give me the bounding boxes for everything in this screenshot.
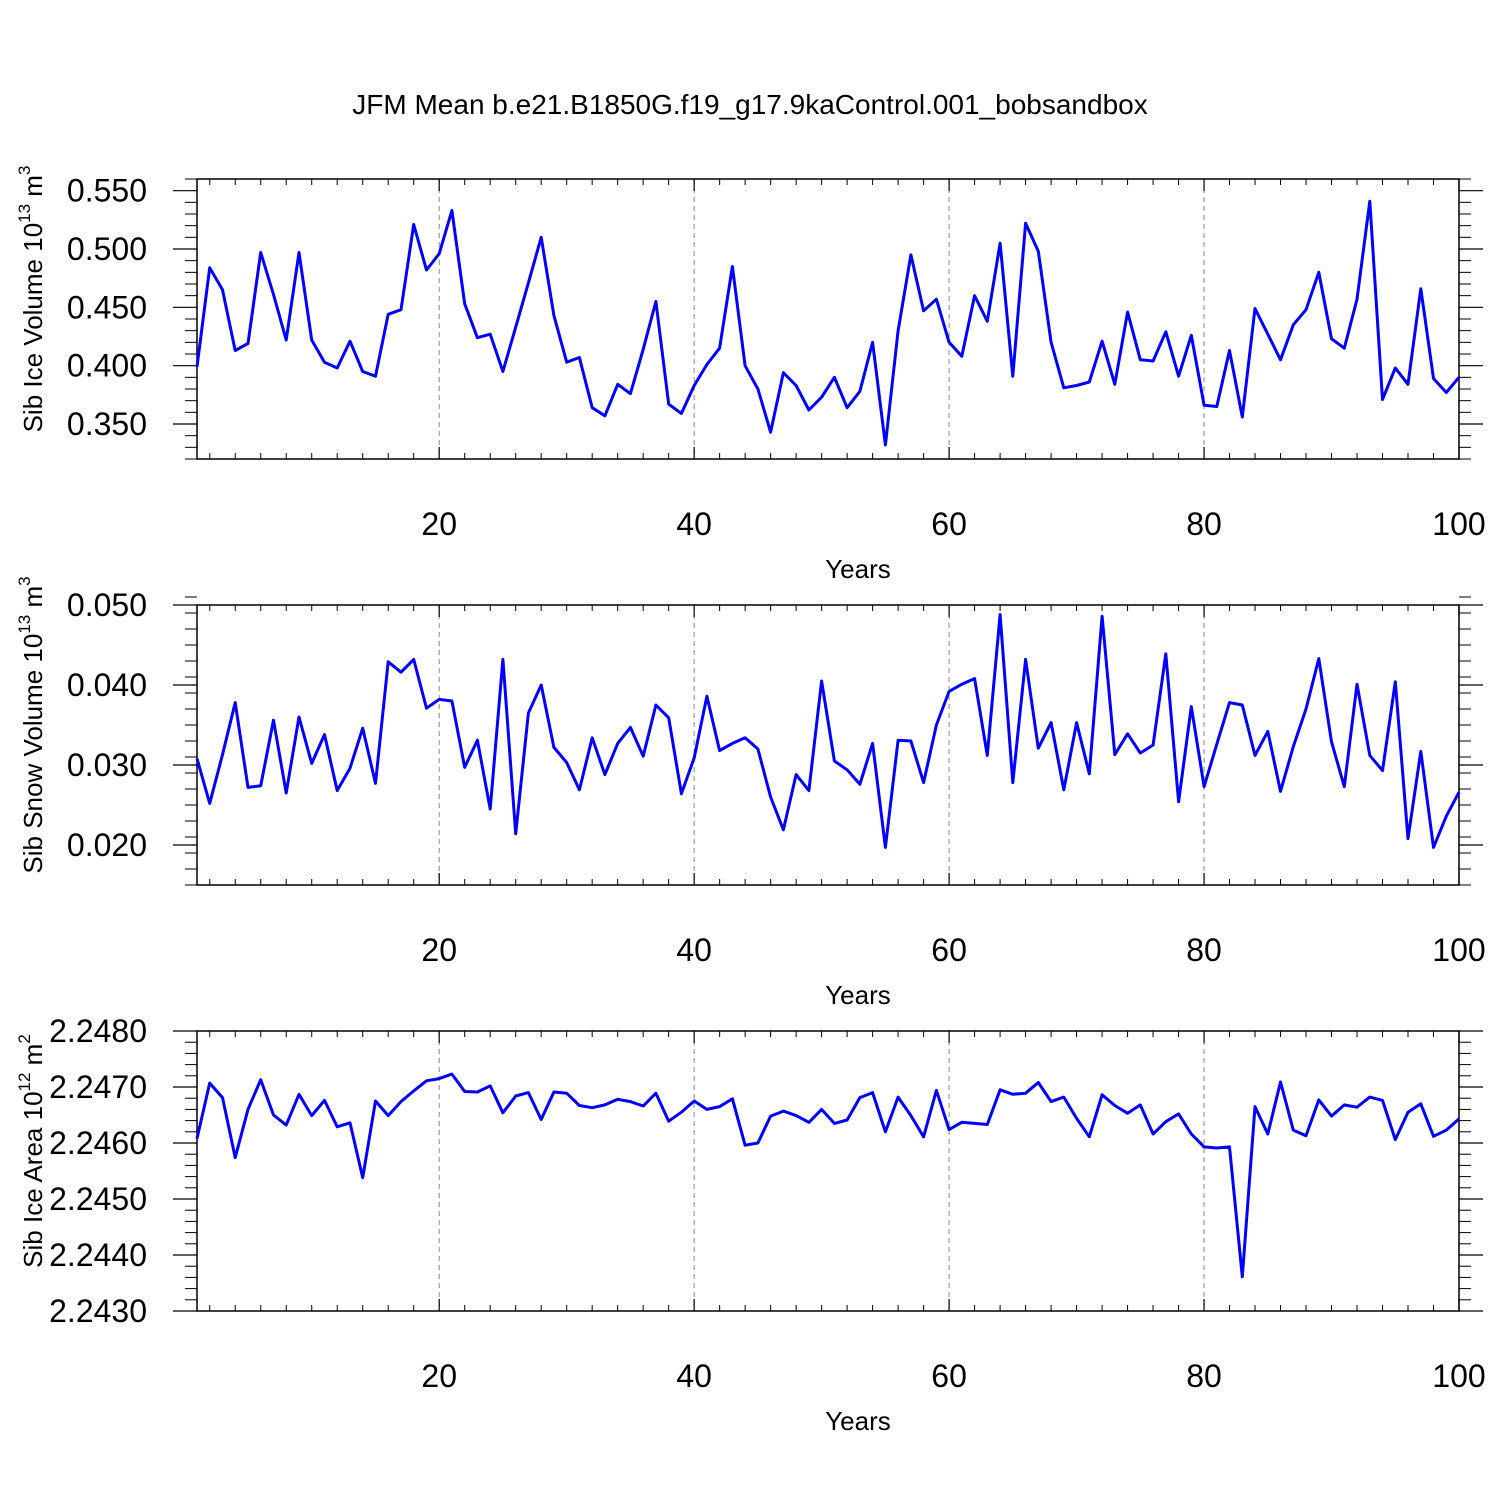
- x-tick-label: 40: [676, 932, 712, 968]
- x-tick-label: 80: [1186, 1358, 1222, 1394]
- y-axis-label-unit-exponent: 2: [15, 1034, 34, 1043]
- x-axis-label: Years: [825, 1406, 891, 1436]
- panel-snow-volume: 0.020 0.030 0.040 0.050 20 40 60 80 100 Years S…: [15, 576, 1486, 1010]
- y-axis-label: Sib Snow Volume 1013 m3: [15, 576, 48, 873]
- x-tick-label: 40: [676, 506, 712, 542]
- y-axis-label: Sib Ice Volume 1013 m3: [15, 166, 48, 433]
- snow-volume-line: [195, 613, 1461, 849]
- y-tick-label: 2.2460: [49, 1125, 147, 1161]
- y-axis-label-unit: m: [18, 175, 48, 204]
- y-tick-label: 2.2480: [49, 1013, 147, 1049]
- y-axis-label-text: Sib Ice Area 10: [18, 1091, 48, 1267]
- x-tick-label: 20: [421, 506, 457, 542]
- plot-frame: [196, 1030, 1460, 1312]
- x-tick-label: 60: [931, 1358, 967, 1394]
- y-axis-label-text: Sib Ice Volume 10: [18, 223, 48, 433]
- x-tick-label: 100: [1432, 1358, 1485, 1394]
- x-tick-label: 80: [1186, 506, 1222, 542]
- y-tick-label: 0.400: [67, 348, 147, 384]
- y-tick-label: 2.2470: [49, 1069, 147, 1105]
- x-tick-label: 20: [421, 932, 457, 968]
- x-tick-label: 40: [676, 1358, 712, 1394]
- x-tick-label: 100: [1432, 506, 1485, 542]
- y-tick-label: 0.050: [67, 587, 147, 623]
- x-axis-label: Years: [825, 980, 891, 1010]
- ice-area-line: [195, 1072, 1460, 1279]
- plot-frame: [196, 604, 1460, 886]
- panel-ice-volume: 0.350 0.400 0.450 0.500 0.550 20 40 60 80 100 Ye…: [15, 166, 1486, 584]
- x-tick-label: 80: [1186, 932, 1222, 968]
- y-axis-label-unit: m: [18, 586, 48, 615]
- y-tick-label: 2.2450: [49, 1181, 147, 1217]
- y-axis-label-text: Sib Snow Volume 10: [18, 634, 48, 874]
- x-tick-label: 60: [931, 506, 967, 542]
- ice-volume-line: [195, 199, 1461, 447]
- y-tick-label: 2.2430: [49, 1293, 147, 1329]
- y-axis-label-unit: m: [18, 1044, 48, 1073]
- y-axis-label-exponent: 13: [15, 615, 34, 634]
- y-tick-label: 0.350: [67, 406, 147, 442]
- x-tick-label: 100: [1432, 932, 1485, 968]
- x-axis-label: Years: [825, 554, 891, 584]
- x-tick-label: 60: [931, 932, 967, 968]
- plot-frame: [196, 178, 1460, 460]
- y-tick-label: 2.2440: [49, 1237, 147, 1273]
- y-tick-label: 0.040: [67, 667, 147, 703]
- y-tick-label: 0.550: [67, 173, 147, 209]
- figure-title: JFM Mean b.e21.B1850G.f19_g17.9kaControl…: [352, 89, 1147, 120]
- y-axis-label-unit-exponent: 3: [15, 166, 34, 175]
- y-axis-label-unit-exponent: 3: [15, 576, 34, 585]
- y-tick-label: 0.030: [67, 747, 147, 783]
- panel-ice-area: 2.2430 2.2440 2.2450 2.2460 2.2470 2.2480 20 4…: [15, 1013, 1486, 1436]
- x-tick-label: 20: [421, 1358, 457, 1394]
- y-axis-label: Sib Ice Area 1012 m2: [15, 1034, 48, 1268]
- y-tick-label: 0.450: [67, 289, 147, 325]
- y-tick-label: 0.500: [67, 231, 147, 267]
- y-axis-label-exponent: 12: [15, 1073, 34, 1092]
- y-tick-label: 0.020: [67, 827, 147, 863]
- y-axis-label-exponent: 13: [15, 204, 34, 223]
